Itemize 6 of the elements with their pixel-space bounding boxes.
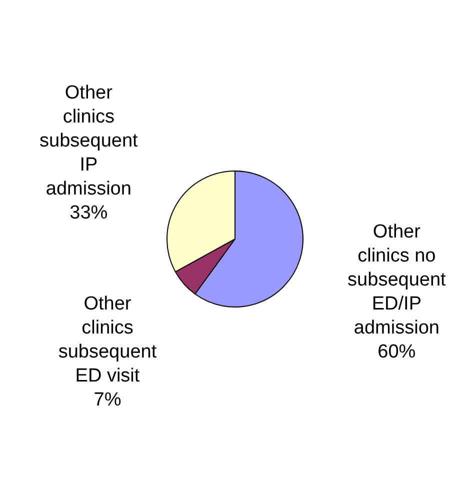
data-label: 33%	[70, 202, 108, 224]
data-label: 7%	[94, 389, 122, 410]
slice-label: Other clinics subsequent ED visit	[58, 293, 158, 386]
data-label: 60%	[378, 342, 416, 363]
slice-label: Other clinics no subsequent ED/IP admission	[348, 222, 447, 339]
slice-label: Other clinics subsequent IP admission	[40, 82, 139, 200]
